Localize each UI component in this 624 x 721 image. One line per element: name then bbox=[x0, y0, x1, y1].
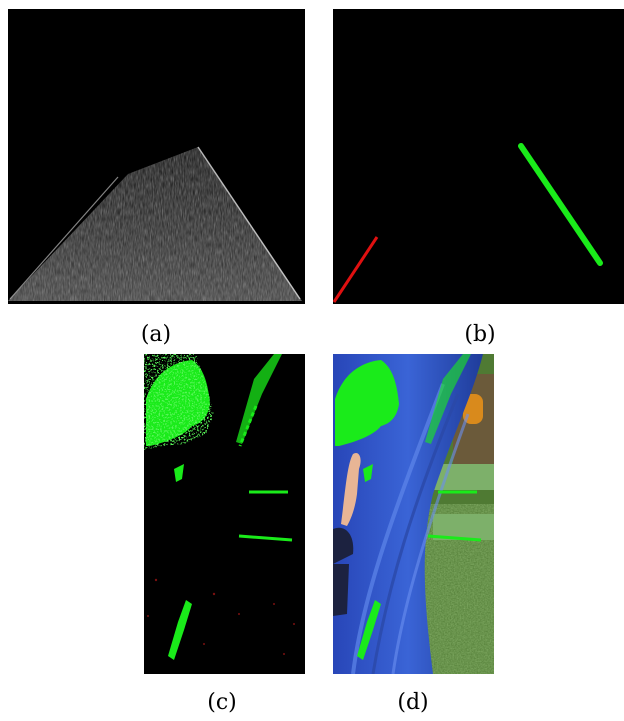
panel-c-image bbox=[144, 354, 305, 674]
panel-d-image bbox=[333, 354, 494, 674]
overlay-photo bbox=[333, 354, 494, 674]
red-line bbox=[333, 236, 379, 303]
mask-image bbox=[144, 354, 305, 674]
detected-lines-image bbox=[333, 9, 624, 304]
panel-b-image bbox=[333, 9, 624, 304]
panel-a-label: (a) bbox=[140, 322, 172, 347]
accumulator-image bbox=[8, 9, 305, 304]
panel-b-label: (b) bbox=[464, 322, 496, 347]
green-line bbox=[518, 143, 603, 266]
panel-d-label: (d) bbox=[397, 690, 429, 715]
panel-a-image bbox=[8, 9, 305, 304]
panel-c-label: (c) bbox=[207, 690, 237, 715]
